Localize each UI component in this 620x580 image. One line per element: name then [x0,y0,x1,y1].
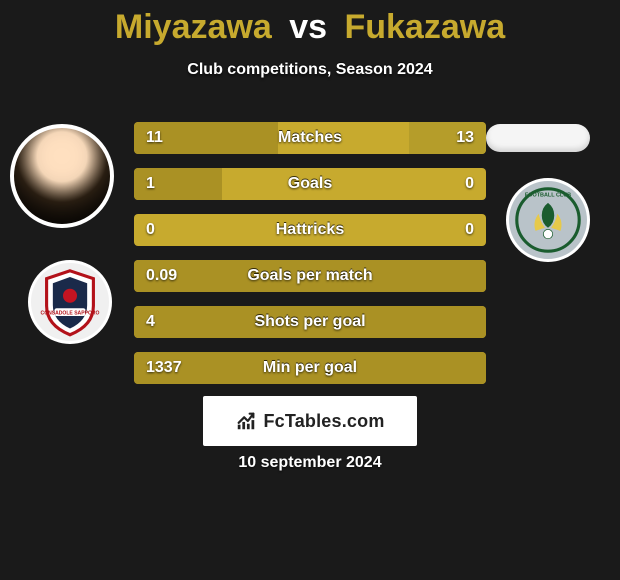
bar-value-left: 1 [146,168,155,200]
page-title: Miyazawa vs Fukazawa [0,0,620,47]
team2-badge: FOOTBALL CLUB [506,178,590,262]
bar-value-left: 0.09 [146,260,177,292]
bar-label: Goals per match [134,260,486,292]
bar-row: Shots per goal4 [134,306,486,338]
bar-label: Hattricks [134,214,486,246]
bar-label: Min per goal [134,352,486,384]
bar-value-left: 0 [146,214,155,246]
svg-text:CONSADOLE SAPPORO: CONSADOLE SAPPORO [41,310,100,316]
bar-row: Matches11 13 [134,122,486,154]
brand-text: FcTables.com [263,411,384,432]
bar-value-left: 1337 [146,352,182,384]
tokyo-verdy-icon: FOOTBALL CLUB [509,181,587,259]
bar-row: Min per goal1337 [134,352,486,384]
player1-avatar [10,124,114,228]
bar-row: Hattricks0 0 [134,214,486,246]
bar-row: Goals per match0.09 [134,260,486,292]
date-line: 10 september 2024 [0,454,620,472]
title-vs: vs [289,8,327,46]
bar-value-right: 13 [456,122,474,154]
bar-value-right: 0 [465,168,474,200]
bar-row: Goals1 0 [134,168,486,200]
team1-badge: CONSADOLE SAPPORO [28,260,112,344]
bar-value-left: 4 [146,306,155,338]
title-player1: Miyazawa [115,8,272,46]
bar-label: Matches [134,122,486,154]
bar-label: Shots per goal [134,306,486,338]
brand-box: FcTables.com [203,396,417,446]
bar-value-right: 0 [465,214,474,246]
title-player2: Fukazawa [344,8,505,46]
bar-value-left: 11 [146,122,163,154]
fctables-icon [235,410,257,432]
subtitle: Club competitions, Season 2024 [0,61,620,79]
consadole-sapporo-icon: CONSADOLE SAPPORO [31,263,109,341]
svg-text:FOOTBALL CLUB: FOOTBALL CLUB [525,193,571,199]
player2-avatar [486,124,590,152]
comparison-bars: Matches1113Goals10Hattricks00Goals per m… [134,122,486,398]
bar-label: Goals [134,168,486,200]
